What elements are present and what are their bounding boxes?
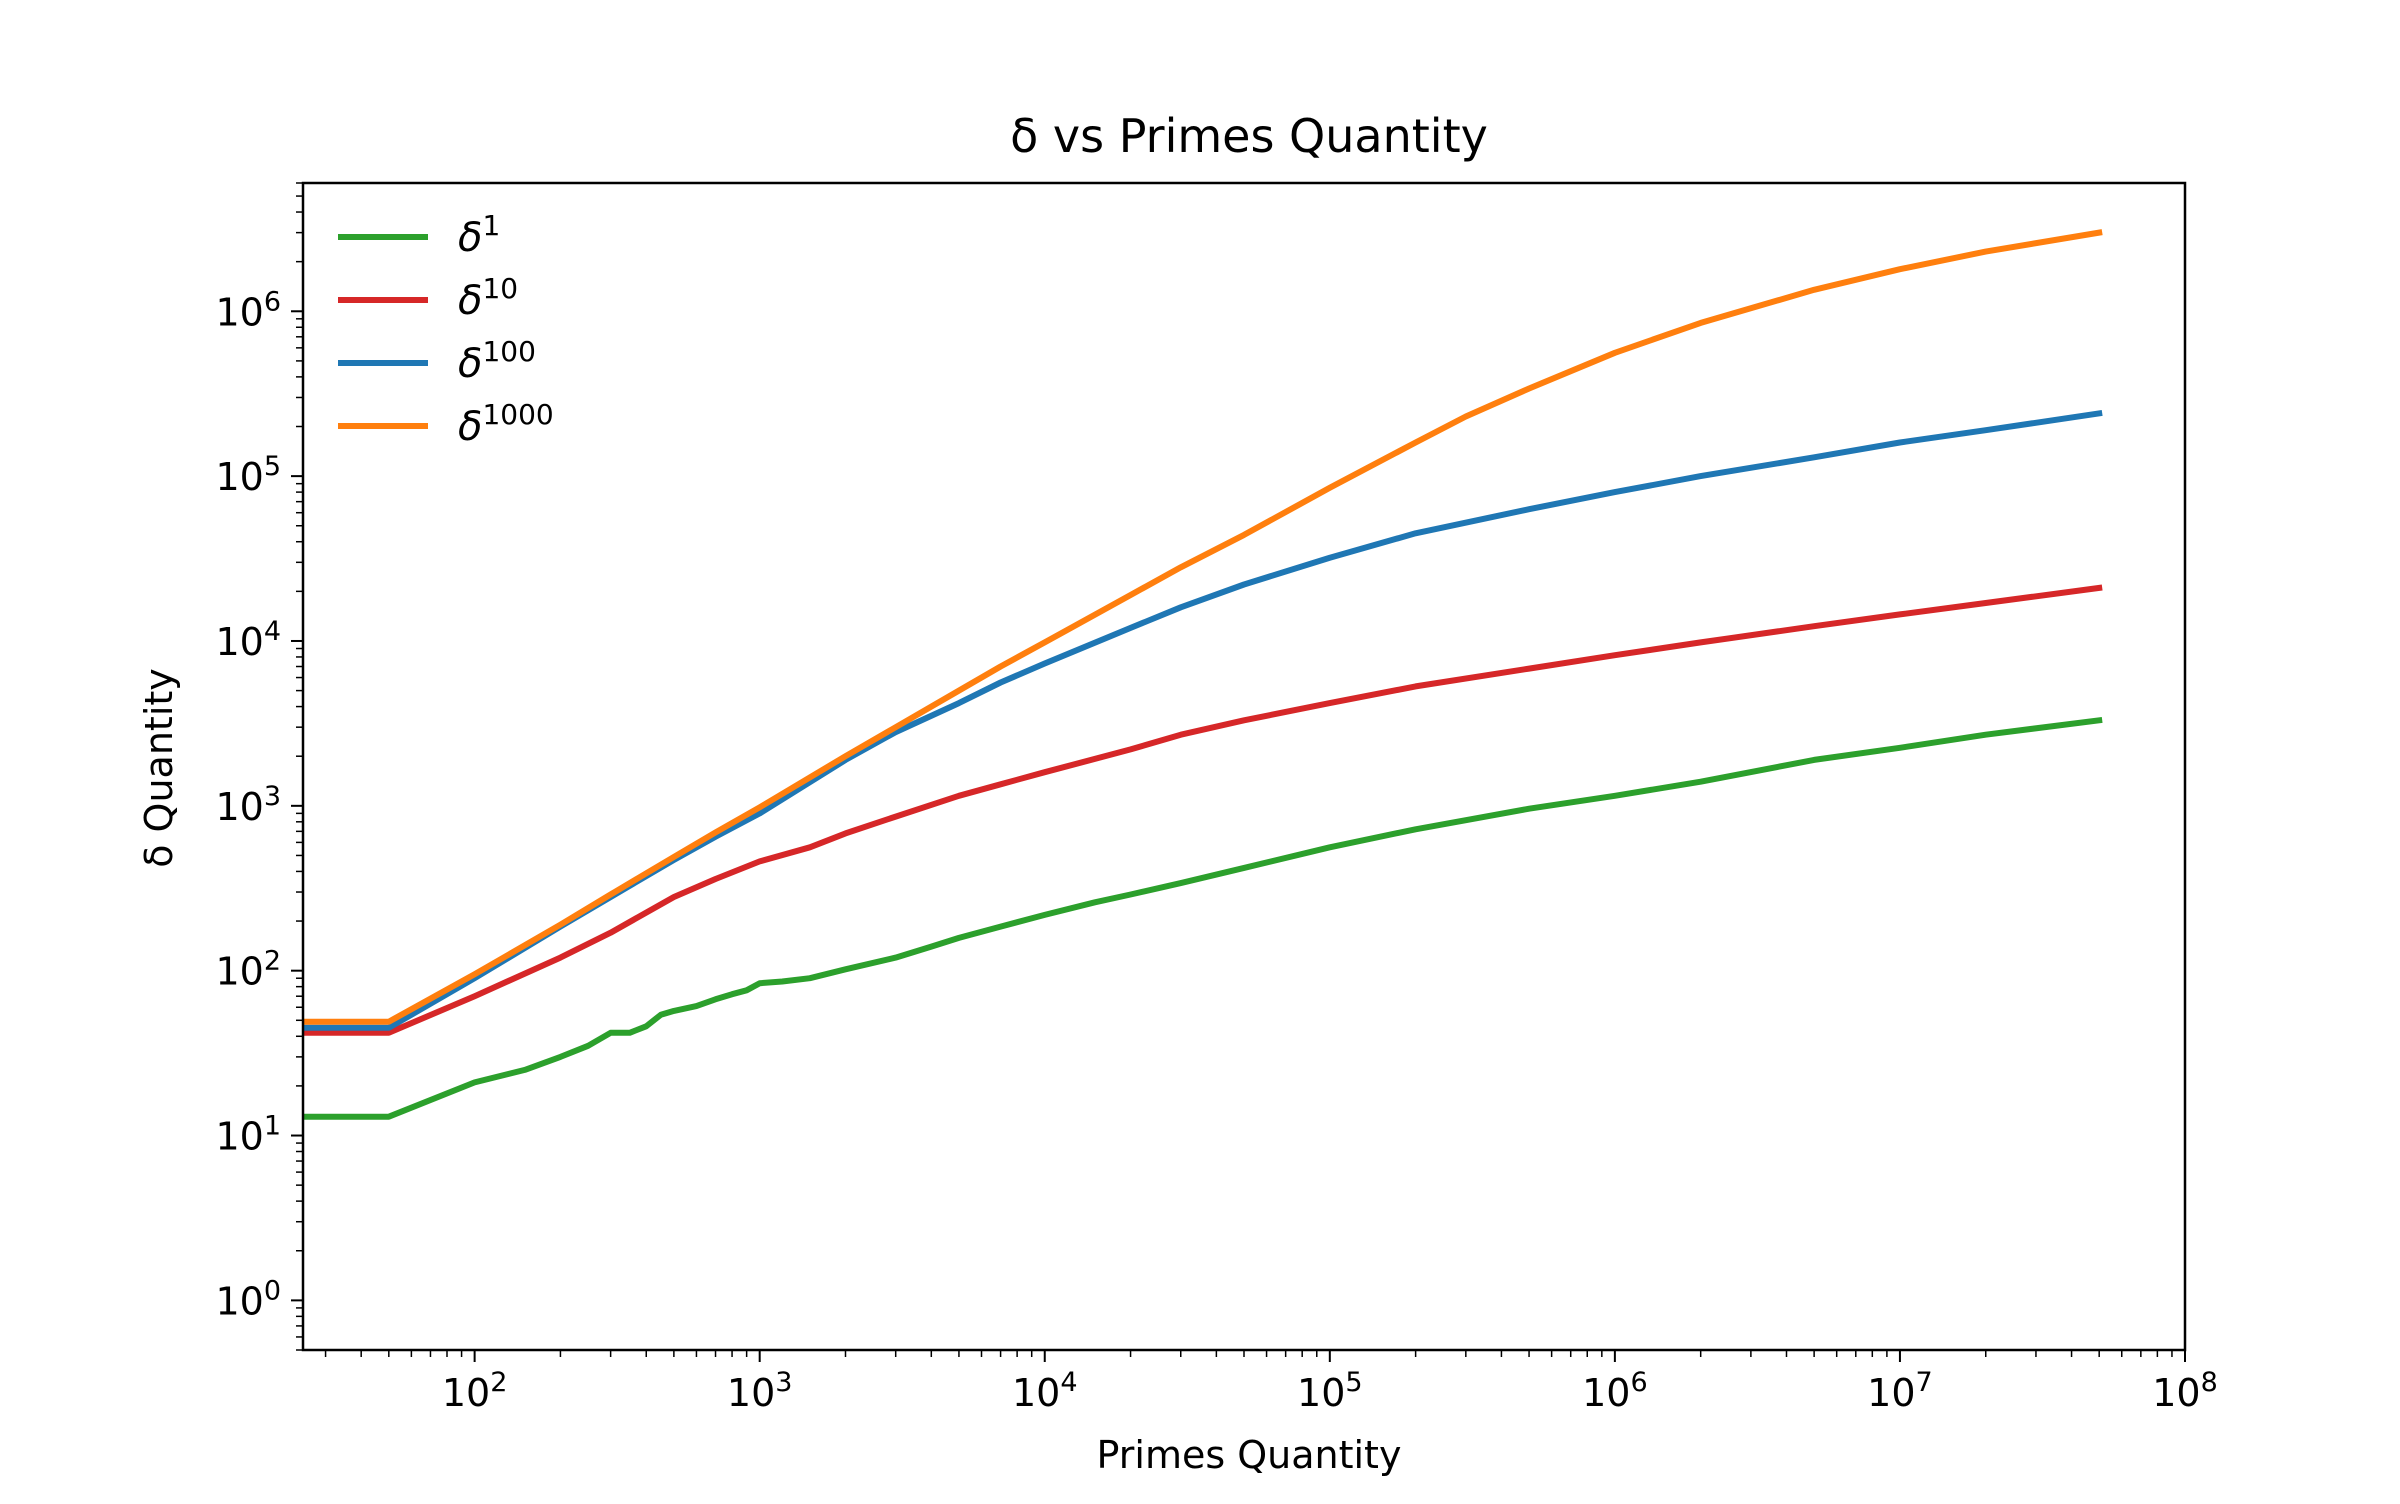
legend-label-3: δ1000 (458, 398, 554, 450)
y-tick-label-0: 100 (215, 1275, 281, 1323)
y-axis-title: δ Quantity (137, 668, 181, 868)
x-tick-label-0: 102 (442, 1367, 508, 1415)
x-tick-label-2: 104 (1012, 1367, 1078, 1415)
series-line-3 (303, 229, 2103, 1025)
series-line-1 (303, 584, 2103, 1036)
y-tick-label-6: 106 (215, 286, 281, 334)
y-tick-label-1: 101 (215, 1111, 281, 1159)
y-tick-label-4: 104 (215, 616, 281, 664)
y-tick-label-5: 105 (215, 451, 281, 499)
x-tick-label-5: 107 (1867, 1367, 1933, 1415)
x-axis-title: Primes Quantity (1097, 1433, 1402, 1477)
chart-title: δ vs Primes Quantity (1010, 109, 1488, 163)
plot-frame (301, 181, 2187, 1352)
x-tick-label-1: 103 (727, 1367, 793, 1415)
legend-label-2: δ100 (458, 335, 536, 387)
x-tick-label-3: 105 (1297, 1367, 1363, 1415)
x-tick-label-4: 106 (1582, 1367, 1648, 1415)
series-line-0 (303, 716, 2103, 1120)
legend-label-0: δ1 (458, 209, 500, 261)
legend-label-1: δ10 (458, 272, 518, 324)
x-axis: 102 103 104 105 106 107 108 (324, 1350, 2218, 1415)
y-tick-label-2: 102 (215, 946, 281, 994)
legend: δ1 δ10 δ100 δ1000 (338, 209, 554, 450)
plot-area (303, 229, 2103, 1120)
y-axis: 100 101 102 103 104 105 106 (215, 182, 303, 1351)
x-tick-label-6: 108 (2152, 1367, 2218, 1415)
y-tick-label-3: 103 (215, 781, 281, 829)
series-line-2 (303, 409, 2103, 1031)
